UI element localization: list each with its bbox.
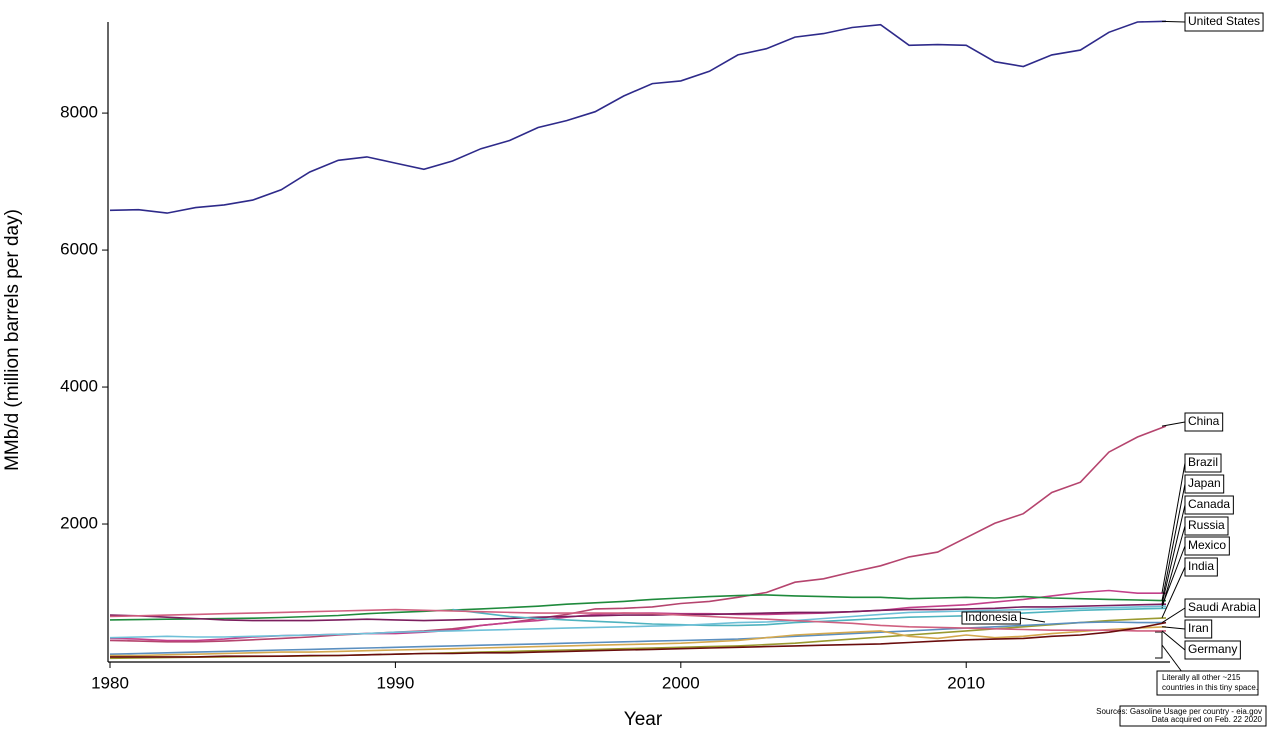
legend-item: Indonesia <box>961 610 1021 625</box>
leader-line <box>1020 617 1046 623</box>
legend-label: United States <box>1188 14 1260 28</box>
source-box <box>1119 705 1267 727</box>
leader-line <box>1161 626 1186 630</box>
series-line <box>109 603 1167 622</box>
legend-item: China <box>1184 412 1224 432</box>
legend-item: Germany <box>1184 640 1241 660</box>
legend-label: India <box>1188 559 1214 573</box>
x-axis-label: Year <box>624 709 663 730</box>
x-tick-label: 2000 <box>662 673 700 692</box>
x-tick-label: 1980 <box>91 673 129 692</box>
legend-item: Iran <box>1184 619 1213 639</box>
annotation: countries in this tiny space. <box>1162 683 1258 692</box>
leader-line <box>1161 525 1186 609</box>
legend-item: Saudi Arabia <box>1184 598 1260 618</box>
source: Data acquired on Feb. 22 2020 <box>1152 715 1263 724</box>
legend-label: Indonesia <box>965 610 1017 624</box>
leader-line <box>1161 483 1186 601</box>
series-line <box>109 608 1166 632</box>
leader-line <box>1161 421 1186 427</box>
legend-label: Japan <box>1188 476 1221 490</box>
leader-line <box>1161 630 1186 651</box>
source: Sources: Gasoline Usage per country - ei… <box>1096 707 1262 716</box>
y-tick-label: 6000 <box>60 240 98 259</box>
legend-label: Germany <box>1188 642 1237 656</box>
leader-line <box>1161 566 1186 619</box>
series-line <box>109 594 1167 621</box>
series-line <box>109 621 1166 655</box>
y-axis-label: MMb/d (million barrels per day) <box>2 209 23 471</box>
annotation-box <box>1156 670 1259 696</box>
legend-item: United States <box>1184 12 1264 32</box>
y-tick-label: 2000 <box>60 514 98 533</box>
x-tick-label: 1990 <box>376 673 414 692</box>
leader-line <box>1161 545 1186 607</box>
annotation: Literally all other ~215 <box>1162 673 1241 682</box>
y-tick-label: 8000 <box>60 103 98 122</box>
legend-label: Canada <box>1188 497 1230 511</box>
legend-label: Iran <box>1188 621 1209 635</box>
legend-item: Brazil <box>1184 453 1222 473</box>
series-line <box>110 621 1167 658</box>
leader-line <box>1161 607 1186 624</box>
bracket <box>1155 631 1163 659</box>
leader-line <box>1161 504 1186 605</box>
y-tick-label: 4000 <box>60 377 98 396</box>
legend-item: Japan <box>1184 474 1225 494</box>
leader-line <box>1161 462 1186 594</box>
series-line <box>109 425 1167 643</box>
legend-label: Saudi Arabia <box>1188 600 1256 614</box>
series-line <box>110 626 1167 657</box>
legend-item: Mexico <box>1184 536 1230 556</box>
legend-item: Canada <box>1184 495 1234 515</box>
legend-item: India <box>1184 557 1218 577</box>
legend-label: Brazil <box>1188 455 1218 469</box>
legend-label: China <box>1188 414 1220 428</box>
leader-line <box>1161 20 1186 23</box>
series-line <box>109 605 1167 639</box>
legend-label: Russia <box>1188 518 1225 532</box>
series-line <box>109 20 1167 214</box>
legend-item: Russia <box>1184 516 1229 536</box>
x-tick-label: 2010 <box>947 673 985 692</box>
legend-label: Mexico <box>1188 538 1226 552</box>
